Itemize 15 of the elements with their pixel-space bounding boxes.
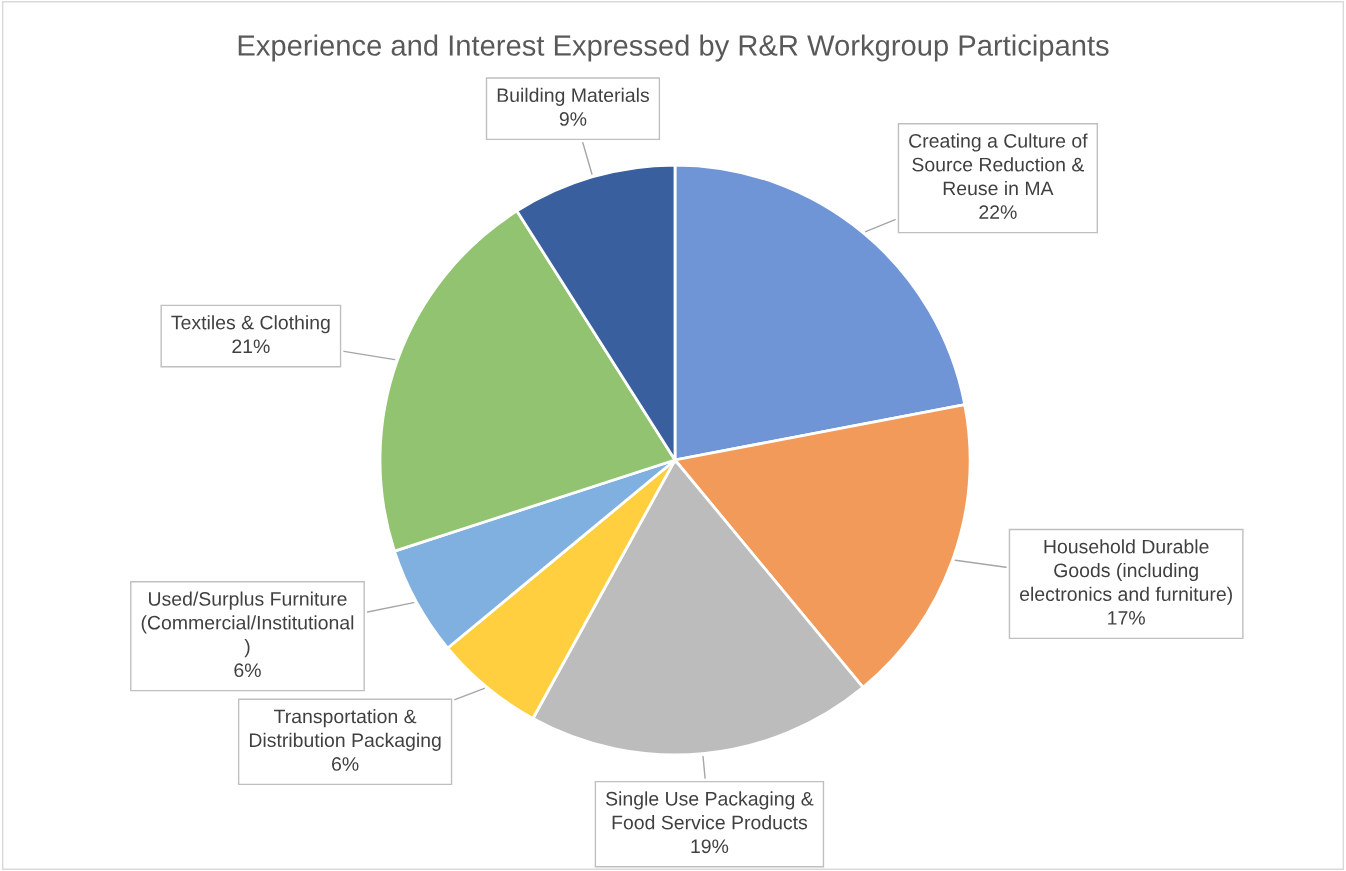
data-label: 22% [979, 205, 1017, 219]
data-label: 17% [1108, 611, 1145, 625]
data-label: 19% [691, 839, 729, 854]
slice-label: Single Use Packaging & Food Service Products [606, 791, 814, 830]
data-label: 6% [234, 663, 261, 678]
slice-label: Used/Surplus Furniture (Commercial/Institutional ) [141, 591, 354, 658]
chart-title: Experience and Interest Expressed by R&R Workgroup Participants [238, 34, 1109, 62]
data-label: 9% [559, 112, 587, 126]
data-label: 21% [232, 339, 270, 354]
slice-label: Creating a Culture of Source Reduction & Reuse in MA [909, 133, 1088, 196]
slice-label: Building Materials [497, 87, 649, 106]
slice-label: Household Durable Goods (including electronics and furniture) [1020, 539, 1232, 605]
slice-label: Transportation & Distribution Packaging [249, 709, 441, 751]
slice-label: Textiles & Clothing [171, 315, 330, 334]
data-label: 6% [332, 757, 359, 771]
